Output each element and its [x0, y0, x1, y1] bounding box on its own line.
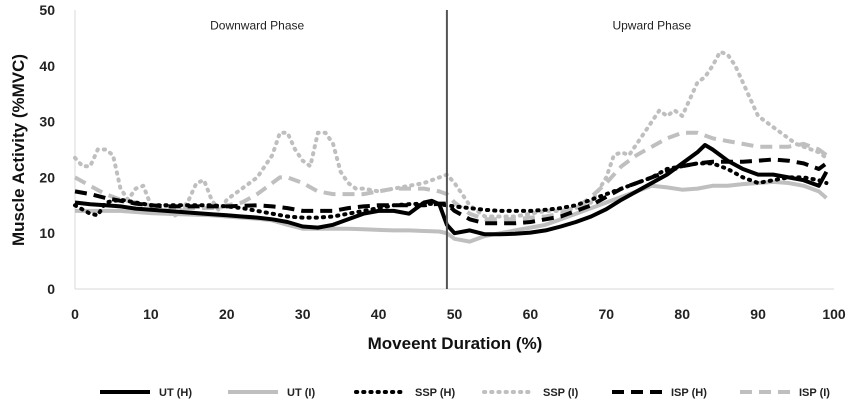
x-tick-label: 90: [750, 306, 766, 322]
legend: UT (H) UT (I) SSP (H) SSP (I) ISP (H) ISP (I): [100, 387, 830, 399]
legend-label: UT (I): [287, 387, 315, 399]
series-layer: [73, 49, 829, 244]
y-tick-label: 20: [39, 169, 55, 185]
y-tick-label: 50: [39, 2, 55, 18]
x-tick-label: 30: [295, 306, 311, 322]
y-tick-label: 40: [39, 58, 55, 74]
x-tick-label: 60: [523, 306, 539, 322]
series-line-ut-h: [74, 143, 829, 237]
y-axis-title: Muscle Activity (%MVC): [9, 54, 28, 246]
x-tick-label: 50: [447, 306, 463, 322]
series-line-isp-h: [74, 157, 828, 226]
y-tick-label: 30: [39, 114, 55, 130]
x-tick-label: 100: [822, 306, 846, 322]
x-tick-label: 0: [71, 306, 79, 322]
x-tick-label: 20: [219, 306, 235, 322]
legend-label: SSP (H): [415, 387, 455, 399]
x-tick-label: 70: [599, 306, 615, 322]
y-axis: 0 10 20 30 40 50: [39, 2, 76, 297]
x-axis: 0 10 20 30 40 50 60 70 80 90 100: [71, 288, 846, 322]
downward-phase-annotation: Downward Phase: [210, 19, 304, 33]
x-tick-label: 40: [371, 306, 387, 322]
y-tick-label: 10: [39, 225, 55, 241]
upward-phase-annotation: Upward Phase: [612, 19, 691, 33]
x-tick-label: 10: [143, 306, 159, 322]
x-axis-title: Moveent Duration (%): [368, 334, 543, 353]
legend-label: SSP (I): [543, 387, 579, 399]
legend-label: UT (H): [159, 387, 192, 399]
x-tick-label: 80: [674, 306, 690, 322]
y-tick-label: 0: [47, 281, 55, 297]
legend-label: ISP (H): [671, 387, 707, 399]
series-line-ssp-i: [73, 49, 829, 219]
legend-label: ISP (I): [799, 387, 830, 399]
